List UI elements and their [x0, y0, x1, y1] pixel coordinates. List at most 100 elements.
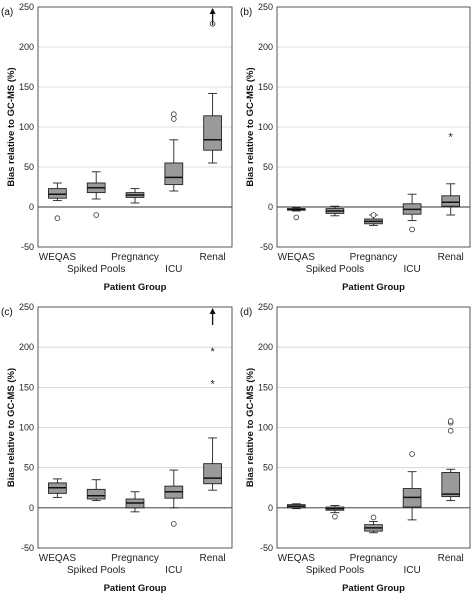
- x-axis-title: Patient Group: [342, 583, 405, 594]
- y-axis-title: Bias relative to GC-MS (%): [245, 67, 256, 186]
- box-2: [86, 171, 106, 218]
- plot-frame: [276, 6, 471, 248]
- y-tick-label: 200: [258, 342, 273, 352]
- outlier-point: [370, 514, 377, 521]
- y-tick-label: -50: [260, 242, 273, 252]
- x-axis-title: Patient Group: [104, 282, 167, 293]
- box-4: [164, 111, 184, 192]
- box-2: [325, 504, 345, 520]
- iqr-box: [441, 472, 461, 498]
- x-tick-label: Pregnancy: [111, 553, 159, 564]
- outlier-point: [409, 451, 415, 457]
- y-tick-label: 250: [258, 302, 273, 312]
- x-tick-label: Spiked Pools: [67, 264, 125, 275]
- box-3: [364, 212, 383, 226]
- outlier-point: [409, 226, 415, 233]
- y-tick-label: 150: [258, 82, 273, 92]
- box-1: [286, 503, 306, 510]
- x-tick-label: Pregnancy: [350, 252, 398, 263]
- off-scale-arrow-head: [209, 308, 216, 314]
- x-tick-label: Pregnancy: [350, 553, 398, 564]
- panel-label: (a): [1, 7, 13, 18]
- y-tick-label: 100: [258, 423, 273, 433]
- outlier-point: [171, 116, 177, 122]
- y-tick-label: 0: [268, 202, 273, 212]
- box-4: [402, 451, 422, 521]
- iqr-box: [164, 162, 184, 186]
- outlier-point: [171, 111, 177, 117]
- box-5: *: [441, 132, 461, 216]
- y-tick-label: 150: [19, 82, 34, 92]
- y-tick-label: 0: [268, 503, 273, 513]
- x-tick-label: Spiked Pools: [306, 264, 364, 275]
- box-1: [48, 478, 67, 498]
- x-tick-label: Spiked Pools: [306, 565, 364, 576]
- panel-label: (c): [1, 307, 13, 318]
- box-3: [125, 188, 145, 204]
- box-4: [402, 193, 422, 233]
- x-tick-label: Spiked Pools: [67, 565, 125, 576]
- y-tick-label: -50: [21, 543, 34, 553]
- chart-panel-2: -50 0 50 100 150 200 250 (b) Bias relative to GC…: [240, 2, 471, 293]
- outlier-point: [93, 212, 99, 218]
- y-tick-label: 50: [263, 463, 273, 473]
- y-axis-title: Bias relative to GC-MS (%): [6, 368, 17, 487]
- y-tick-label: -50: [260, 543, 273, 553]
- extreme-outlier-star: *: [449, 132, 454, 144]
- chart-panel-3: -50 0 50 100 150 200 250 (c) Bias relative to GC…: [1, 302, 233, 594]
- y-axis-title: Bias relative to GC-MS (%): [245, 368, 256, 487]
- x-tick-label: Renal: [200, 553, 226, 564]
- x-axis-title: Patient Group: [104, 583, 167, 594]
- y-tick-label: 50: [24, 463, 34, 473]
- outlier-point: [447, 418, 454, 424]
- outlier-point: [293, 214, 300, 221]
- outlier-point: [370, 212, 377, 218]
- x-tick-label: WEQAS: [278, 252, 316, 263]
- iqr-box: [48, 188, 67, 199]
- off-scale-arrow-head: [209, 8, 216, 14]
- box-5: **: [203, 346, 222, 491]
- plot-frame: [37, 6, 233, 248]
- y-tick-label: 150: [258, 382, 273, 392]
- y-tick-label: 0: [29, 202, 34, 212]
- y-tick-label: 150: [19, 382, 34, 392]
- panel-label: (d): [240, 307, 252, 318]
- extreme-outlier-star: *: [210, 346, 215, 358]
- x-tick-label: WEQAS: [39, 553, 77, 564]
- x-axis-title: Patient Group: [342, 282, 405, 293]
- box-3: [364, 514, 383, 534]
- y-tick-label: 200: [19, 42, 34, 52]
- y-axis-title: Bias relative to GC-MS (%): [6, 67, 17, 186]
- outlier-point: [171, 521, 177, 527]
- chart-panel-1: -50 0 50 100 150 200 250 (a) Bias relative to GC…: [1, 2, 233, 293]
- outlier-point: [54, 215, 61, 222]
- box-3: [125, 491, 145, 513]
- y-tick-label: 50: [24, 162, 34, 172]
- iqr-box: [203, 115, 222, 151]
- iqr-box: [86, 488, 106, 500]
- box-2: [86, 479, 106, 502]
- y-tick-label: 200: [258, 42, 273, 52]
- y-tick-label: 200: [19, 342, 34, 352]
- panel-label: (b): [240, 7, 252, 18]
- y-tick-label: 0: [29, 503, 34, 513]
- outlier-point: [447, 427, 454, 434]
- box-4: [164, 469, 184, 527]
- y-tick-label: 100: [19, 122, 34, 132]
- x-tick-label: Renal: [438, 553, 464, 564]
- x-tick-label: ICU: [165, 565, 182, 576]
- box-5: [441, 418, 461, 502]
- box-1: [48, 182, 67, 222]
- x-tick-label: Pregnancy: [111, 252, 159, 263]
- x-tick-label: Renal: [200, 252, 226, 263]
- plot-frame: [276, 306, 471, 549]
- x-tick-label: ICU: [165, 264, 182, 275]
- x-tick-label: ICU: [403, 565, 420, 576]
- plot-frame: [37, 306, 233, 549]
- y-tick-label: 100: [258, 122, 273, 132]
- chart-panel-4: -50 0 50 100 150 200 250 (d) Bias relative to GC…: [240, 302, 471, 594]
- y-tick-label: 100: [19, 423, 34, 433]
- y-tick-label: 250: [258, 2, 273, 12]
- box-5: [203, 20, 222, 164]
